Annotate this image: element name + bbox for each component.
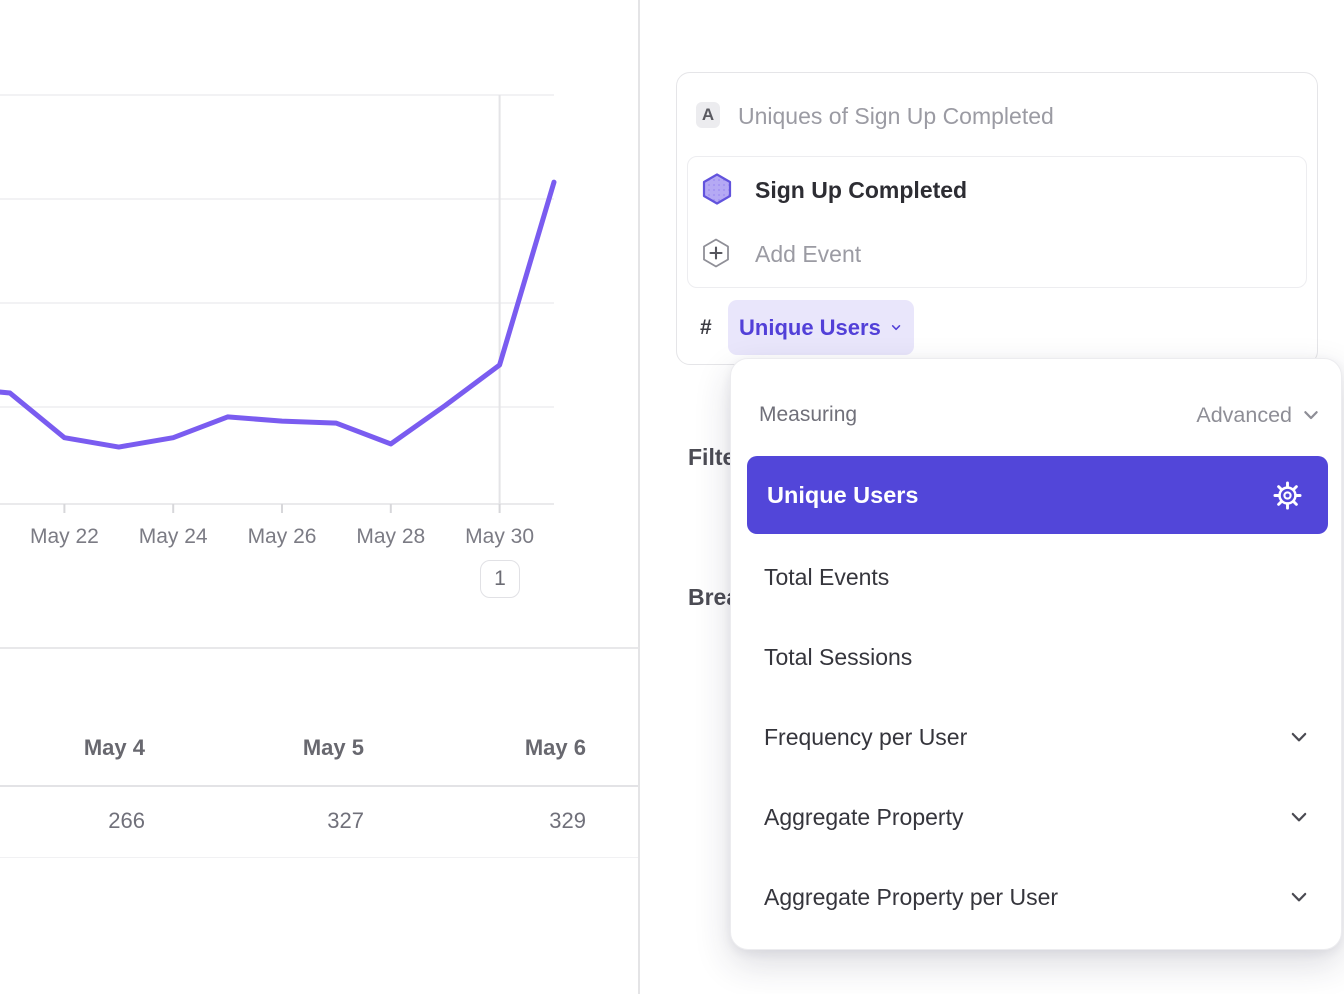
x-tick-label: May 26 [248,525,317,548]
hexagon-event-icon [702,173,732,210]
chevron-down-icon [1291,732,1307,742]
table-column-header: May 4 [83,735,145,760]
gear-icon[interactable] [1273,480,1302,510]
table-cell: 327 [327,808,364,833]
menu-item-label: Total Sessions [764,643,913,670]
measuring-menu-header: Measuring Advanced [759,401,1321,429]
summary-table-header-row: May 4 May 5 May 6 [0,735,639,761]
query-series-card: A Uniques of Sign Up Completed Sign Up C… [676,72,1318,365]
menu-item-label: Aggregate Property per User [764,883,1059,910]
table-top-divider [0,647,639,649]
event-name[interactable]: Sign Up Completed [755,177,968,203]
advanced-mode-selector[interactable]: Advanced [1196,402,1292,427]
measuring-dropdown-menu: Measuring Advanced Unique Users [730,358,1342,950]
add-event-button[interactable]: Add Event [755,241,862,267]
table-cell: 266 [108,808,145,833]
table-cell: 329 [549,808,586,833]
x-tick-label: May 24 [139,525,208,548]
chevron-down-icon [891,325,901,331]
series-line [0,179,557,450]
chevron-down-icon [1291,812,1307,822]
series-title: Uniques of Sign Up Completed [738,103,1054,129]
x-tick-label: May 28 [356,525,425,548]
table-column-header: May 6 [524,735,586,760]
menu-item-frequency-per-user[interactable]: Frequency per User [764,717,1310,757]
panel-divider [638,0,640,994]
menu-item-label: Aggregate Property [764,803,964,830]
menu-item-label: Unique Users [767,481,919,508]
line-chart[interactable]: May 22 May 24 May 26 May 28 May 30 [0,0,640,560]
table-column-header: May 5 [302,735,364,760]
chevron-down-icon [1291,892,1307,902]
measuring-label: Measuring [759,403,858,426]
series-a-badge: A [696,102,720,128]
menu-item-total-events[interactable]: Total Events [764,557,1310,597]
menu-item-aggregate-property[interactable]: Aggregate Property [764,797,1310,837]
metric-selected-label: Unique Users [739,314,881,340]
menu-item-label: Total Events [764,563,890,590]
x-tick-label: May 30 [465,525,534,548]
table-bottom-divider [0,857,639,858]
metric-hash-prefix: # [700,316,712,339]
add-event-icon [702,238,730,273]
menu-item-aggregate-property-per-user[interactable]: Aggregate Property per User [764,877,1310,917]
metric-selector-pill[interactable]: Unique Users [728,300,914,355]
menu-item-unique-users[interactable]: Unique Users [747,456,1328,534]
menu-item-total-sessions[interactable]: Total Sessions [764,637,1310,677]
summary-table-value-row: 266 327 329 [0,808,639,834]
menu-item-label: Frequency per User [764,723,968,750]
table-header-divider [0,785,639,787]
events-card: Sign Up Completed Add Event [687,156,1307,288]
x-tick-label: May 22 [30,525,99,548]
annotation-marker-badge[interactable]: 1 [480,560,520,598]
chevron-down-icon[interactable] [1301,405,1321,425]
